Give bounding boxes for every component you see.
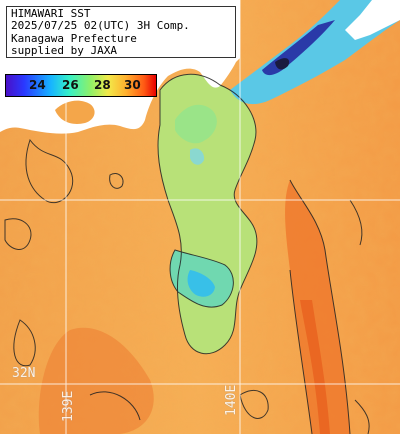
coldest-core	[275, 58, 290, 70]
lat-label-32n: 32N	[12, 366, 36, 381]
lon-label-140e: 140E	[224, 384, 239, 416]
cool-spot	[190, 148, 205, 165]
cool-patch-north	[175, 104, 217, 144]
colorbar-tick-30: 30	[124, 78, 141, 92]
title-line-2: 2025/07/25 02(UTC) 3H Comp.	[11, 19, 190, 33]
land-boso	[345, 0, 400, 40]
hot-core-east	[300, 300, 330, 434]
colorbar-tick-26: 26	[62, 78, 79, 92]
title-line-3: Kanagawa Prefecture	[11, 31, 137, 45]
warm-band-east	[285, 180, 350, 434]
sst-colorbar: 24 26 28 30	[5, 74, 157, 97]
map-title-box: HIMAWARI SST 2025/07/25 02(UTC) 3H Comp.…	[6, 6, 236, 58]
lon-label-139e: 139E	[61, 390, 76, 422]
warm-patch-south	[38, 327, 154, 434]
sst-contours	[4, 73, 370, 434]
title-line-1: HIMAWARI SST	[11, 7, 91, 20]
colorbar-tick-28: 28	[94, 78, 111, 92]
sea-inlet	[55, 100, 95, 124]
colorbar-tick-24: 24	[29, 78, 46, 92]
title-line-4: supplied by JAXA	[11, 44, 117, 58]
cold-eddy-core	[187, 270, 215, 297]
